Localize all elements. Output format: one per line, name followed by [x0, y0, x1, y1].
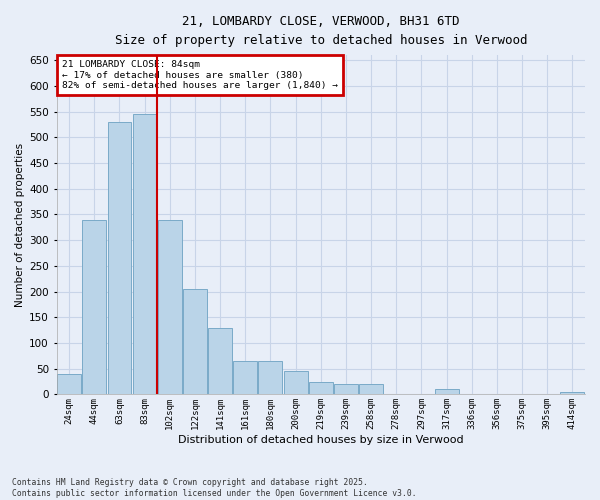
Bar — [434, 390, 458, 394]
Bar — [158, 220, 182, 394]
Bar — [183, 289, 207, 395]
Bar — [57, 374, 81, 394]
Text: Contains HM Land Registry data © Crown copyright and database right 2025.
Contai: Contains HM Land Registry data © Crown c… — [12, 478, 416, 498]
Bar — [208, 328, 232, 394]
Bar — [334, 384, 358, 394]
Bar — [82, 220, 106, 394]
Bar — [133, 114, 157, 394]
Bar — [309, 382, 333, 394]
Bar — [233, 361, 257, 394]
Bar — [359, 384, 383, 394]
Title: 21, LOMBARDY CLOSE, VERWOOD, BH31 6TD
Size of property relative to detached hous: 21, LOMBARDY CLOSE, VERWOOD, BH31 6TD Si… — [115, 15, 527, 47]
Bar — [284, 372, 308, 394]
Bar — [107, 122, 131, 394]
Y-axis label: Number of detached properties: Number of detached properties — [15, 142, 25, 307]
X-axis label: Distribution of detached houses by size in Verwood: Distribution of detached houses by size … — [178, 435, 464, 445]
Bar — [259, 361, 283, 394]
Text: 21 LOMBARDY CLOSE: 84sqm
← 17% of detached houses are smaller (380)
82% of semi-: 21 LOMBARDY CLOSE: 84sqm ← 17% of detach… — [62, 60, 338, 90]
Bar — [560, 392, 584, 394]
